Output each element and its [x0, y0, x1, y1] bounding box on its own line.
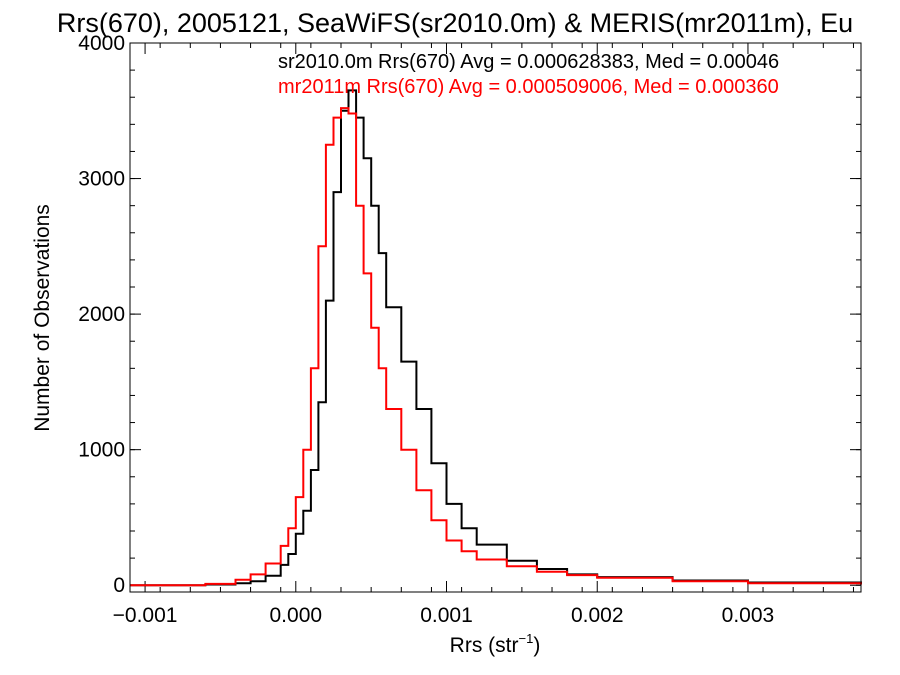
chart-title: Rrs(670), 2005121, SeaWiFS(sr2010.0m) & … [57, 8, 853, 38]
plot-frame [129, 42, 862, 593]
x-tick-label: 0.001 [420, 604, 473, 627]
legend-entry-mr2011m: mr2011m Rrs(670) Avg = 0.000509006, Med … [278, 76, 779, 98]
legend: sr2010.0m Rrs(670) Avg = 0.000628383, Me… [278, 51, 779, 98]
y-tick-label: 2000 [78, 303, 125, 326]
y-tick-label: 1000 [78, 439, 125, 462]
x-axis-label-close: ) [533, 634, 540, 657]
x-axis-label-sup: −1 [519, 631, 534, 646]
series-layer [130, 89, 862, 587]
x-axis-label: Rrs (str−1) [450, 631, 541, 657]
y-tick-label: 4000 [78, 32, 125, 55]
axis-ticks: −0.001 0.000 0.001 0.002 0.003 0 1000 2000 3000 4… [78, 32, 861, 627]
x-tick-label: 0.003 [722, 604, 775, 627]
y-axis-label: Number of Observations [31, 204, 54, 432]
x-tick-label: 0.000 [270, 604, 323, 627]
x-axis-label-main: Rrs (str [450, 634, 519, 657]
legend-entry-sr2010.0m: sr2010.0m Rrs(670) Avg = 0.000628383, Me… [278, 51, 779, 73]
y-tick-label: 3000 [78, 168, 125, 191]
series-line-sr2010.0m [130, 89, 862, 587]
series-line-mr2011m [130, 107, 862, 587]
y-tick-label: 0 [113, 574, 125, 597]
x-tick-label: −0.001 [113, 604, 178, 627]
x-tick-label: 0.002 [571, 604, 624, 627]
